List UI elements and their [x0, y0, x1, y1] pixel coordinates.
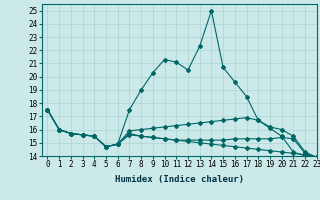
X-axis label: Humidex (Indice chaleur): Humidex (Indice chaleur) [115, 175, 244, 184]
